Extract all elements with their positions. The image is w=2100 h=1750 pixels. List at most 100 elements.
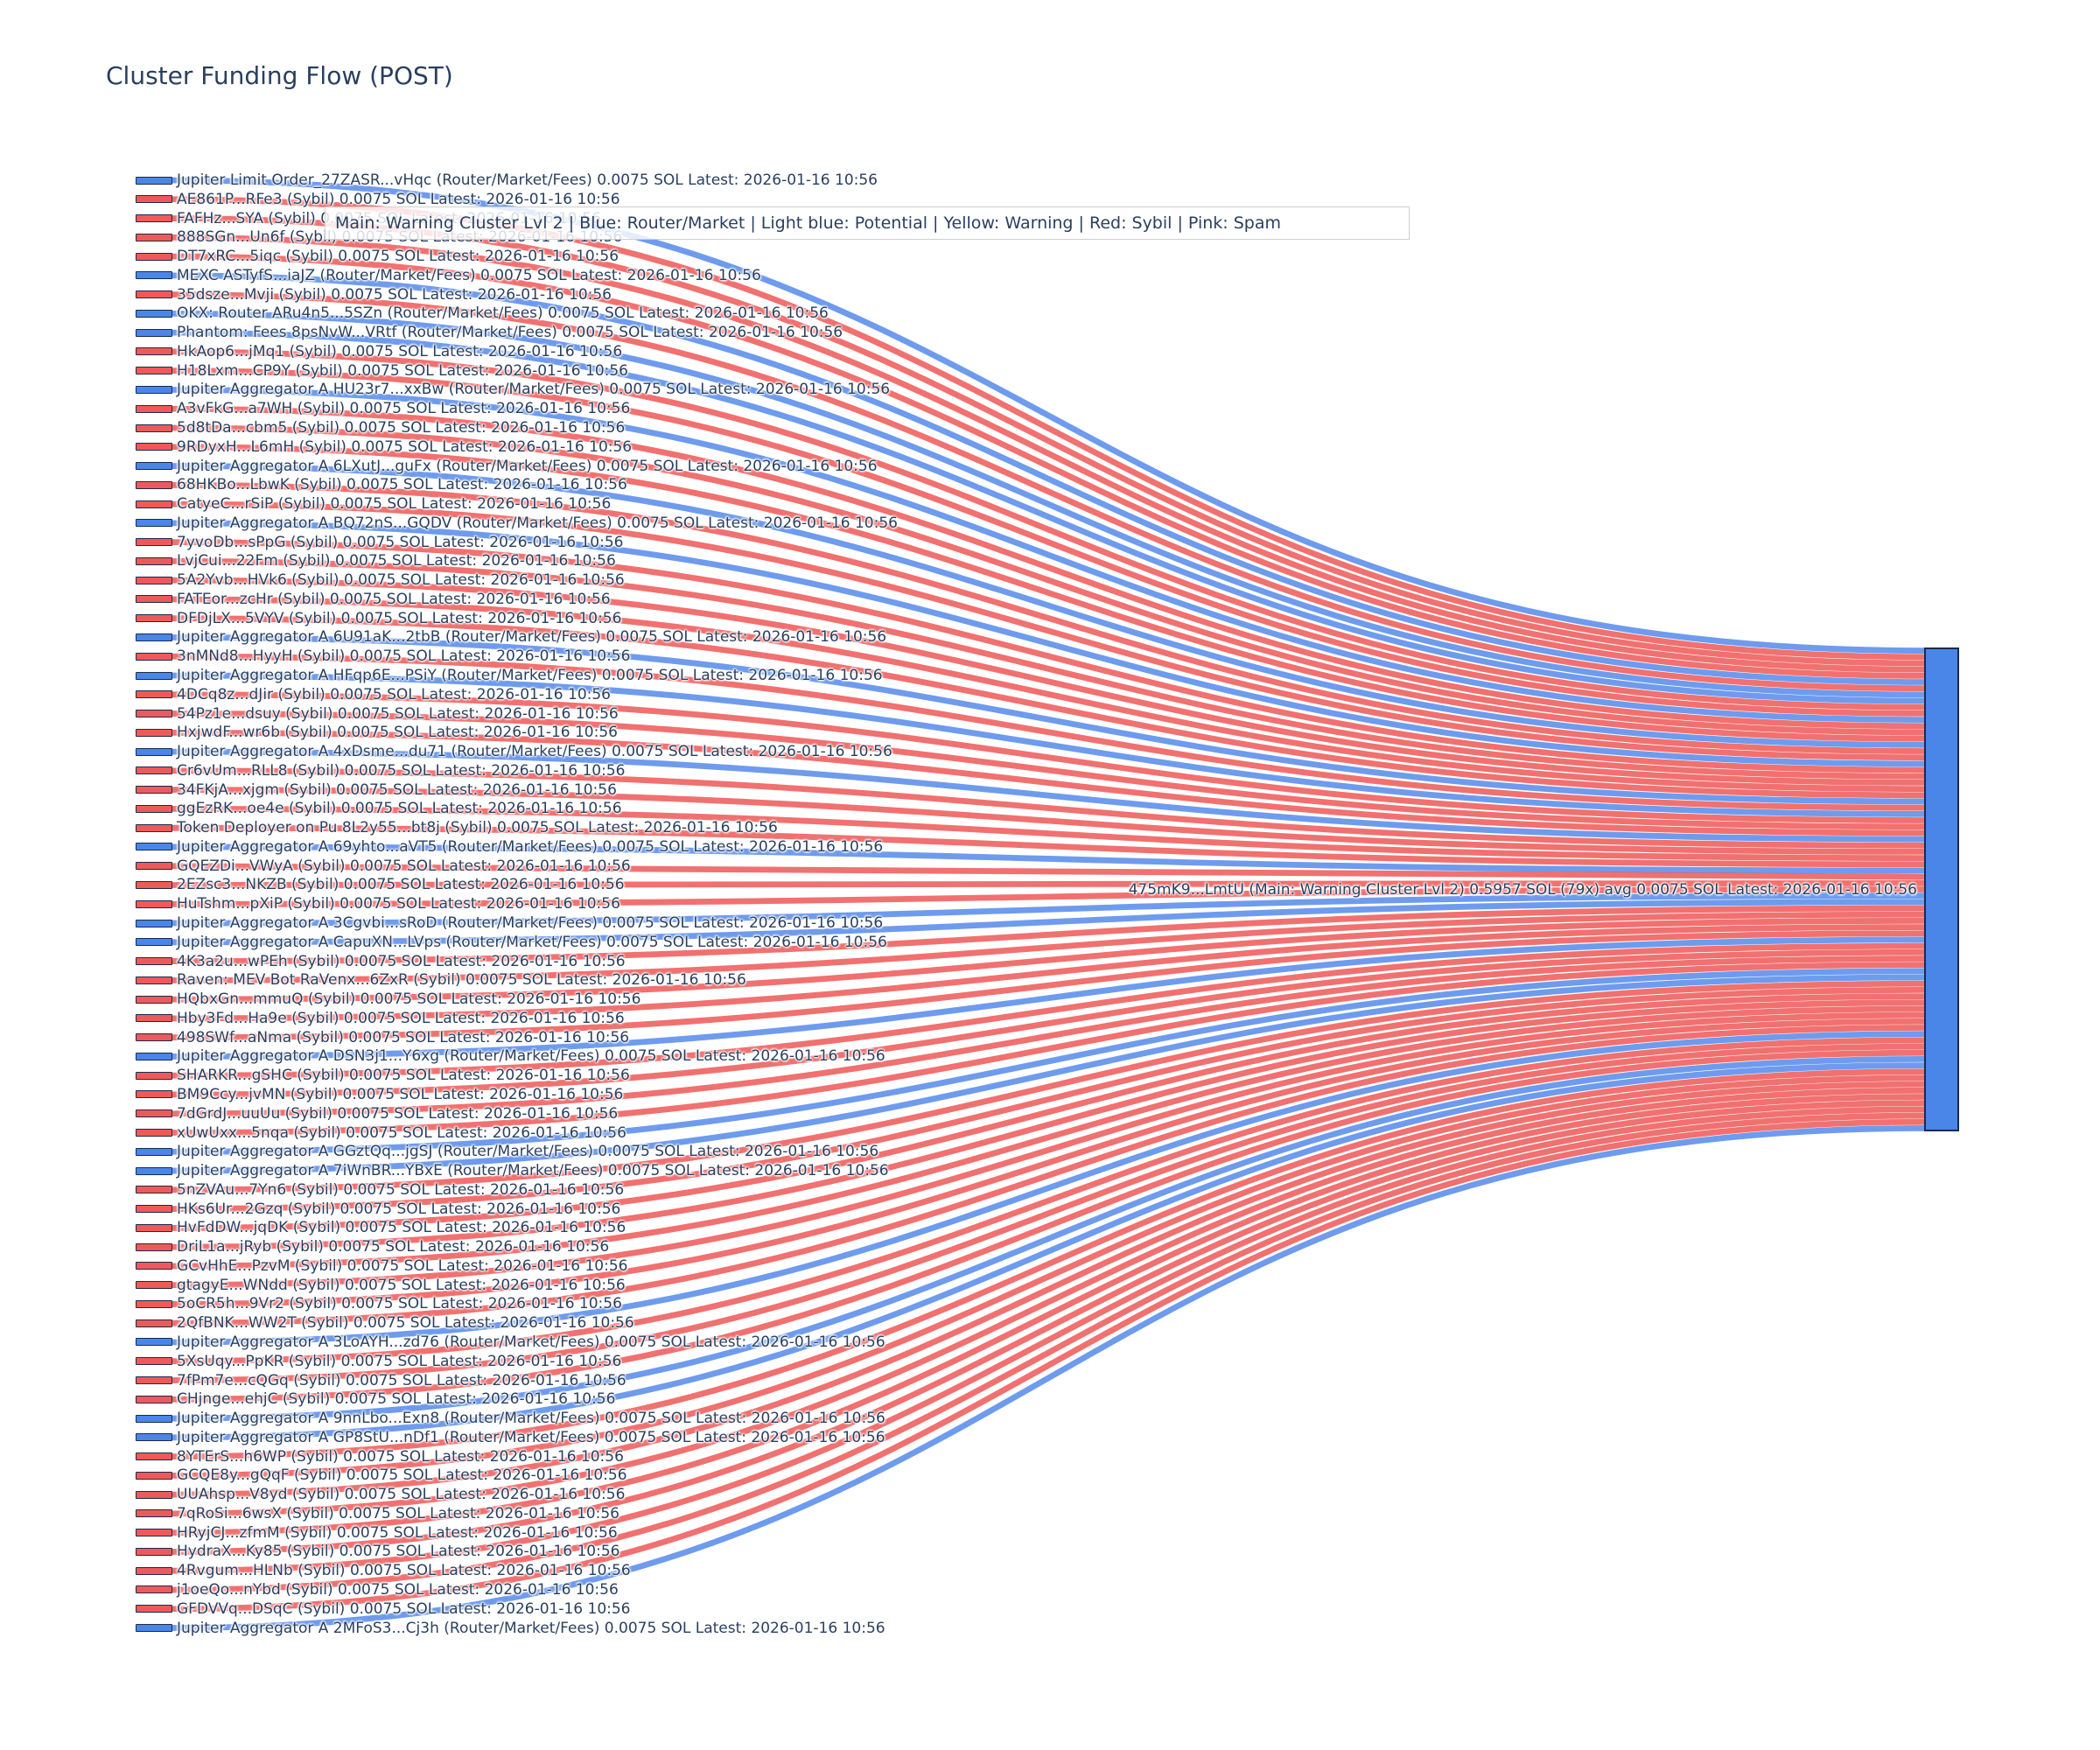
sankey-link[interactable]: [172, 424, 1925, 736]
source-node[interactable]: [136, 214, 172, 223]
source-node[interactable]: [136, 290, 172, 299]
source-node[interactable]: [136, 195, 172, 204]
sankey-link[interactable]: [172, 405, 1925, 730]
sankey-link[interactable]: [172, 1074, 1925, 1479]
source-node[interactable]: [136, 309, 172, 318]
sankey-link[interactable]: [172, 905, 1925, 964]
source-node[interactable]: [136, 1147, 172, 1156]
sankey-link[interactable]: [172, 936, 1925, 1060]
sankey-link[interactable]: [172, 1068, 1925, 1460]
sankey-link[interactable]: [172, 892, 1925, 927]
sankey-link[interactable]: [172, 539, 1925, 774]
sankey-link[interactable]: [172, 1118, 1925, 1613]
source-node[interactable]: [136, 1090, 172, 1099]
sankey-link[interactable]: [172, 948, 1925, 1098]
source-node[interactable]: [136, 424, 172, 432]
sankey-link[interactable]: [172, 691, 1925, 823]
source-node[interactable]: [136, 576, 172, 584]
sankey-link[interactable]: [172, 980, 1925, 1194]
sankey-link[interactable]: [172, 1031, 1925, 1346]
sankey-link[interactable]: [172, 596, 1925, 792]
source-node[interactable]: [136, 1033, 172, 1042]
sankey-link[interactable]: [172, 879, 1925, 888]
sankey-link[interactable]: [172, 1100, 1925, 1555]
source-node[interactable]: [136, 1110, 172, 1118]
source-node[interactable]: [136, 1529, 172, 1537]
sankey-link[interactable]: [172, 234, 1925, 673]
source-node[interactable]: [136, 538, 172, 547]
source-node[interactable]: [136, 462, 172, 471]
sankey-link[interactable]: [172, 272, 1925, 685]
source-node[interactable]: [136, 1129, 172, 1137]
sankey-link[interactable]: [172, 710, 1925, 830]
source-node[interactable]: [136, 843, 172, 851]
source-node[interactable]: [136, 1205, 172, 1214]
source-node[interactable]: [136, 919, 172, 928]
sankey-link[interactable]: [172, 787, 1925, 855]
sankey-link[interactable]: [172, 930, 1925, 1041]
sankey-link[interactable]: [172, 729, 1925, 836]
sankey-link[interactable]: [172, 463, 1925, 748]
source-node[interactable]: [136, 404, 172, 413]
source-node[interactable]: [136, 614, 172, 623]
sankey-link[interactable]: [172, 481, 1925, 754]
source-node[interactable]: [136, 1242, 172, 1251]
source-node[interactable]: [136, 595, 172, 604]
source-node[interactable]: [136, 1414, 172, 1423]
source-node[interactable]: [136, 1624, 172, 1633]
sankey-link[interactable]: [172, 387, 1925, 723]
source-node[interactable]: [136, 804, 172, 813]
source-node[interactable]: [136, 252, 172, 261]
sankey-link[interactable]: [172, 615, 1925, 799]
sankey-link[interactable]: [172, 924, 1925, 1022]
sankey-link[interactable]: [172, 1005, 1925, 1270]
source-node[interactable]: [136, 500, 172, 508]
source-node[interactable]: [136, 747, 172, 756]
source-node[interactable]: [136, 1376, 172, 1384]
source-node[interactable]: [136, 1547, 172, 1556]
source-node[interactable]: [136, 690, 172, 699]
sankey-link[interactable]: [172, 987, 1925, 1212]
sankey-link[interactable]: [172, 310, 1925, 698]
source-node[interactable]: [136, 519, 172, 528]
source-node[interactable]: [136, 556, 172, 565]
source-node[interactable]: [136, 1566, 172, 1575]
sankey-link[interactable]: [172, 918, 1925, 1003]
source-node[interactable]: [136, 671, 172, 680]
source-node[interactable]: [136, 1071, 172, 1080]
source-node[interactable]: [136, 1052, 172, 1060]
source-node[interactable]: [136, 1299, 172, 1308]
source-node[interactable]: [136, 957, 172, 966]
source-node[interactable]: [136, 995, 172, 1004]
sankey-link[interactable]: [172, 968, 1925, 1155]
source-node[interactable]: [136, 1605, 172, 1614]
source-node[interactable]: [136, 385, 172, 394]
sankey-link[interactable]: [172, 824, 1925, 868]
source-node[interactable]: [136, 823, 172, 832]
sankey-link[interactable]: [172, 558, 1925, 780]
sankey-link[interactable]: [172, 911, 1925, 984]
sankey-link[interactable]: [172, 500, 1925, 761]
sankey-link[interactable]: [172, 942, 1925, 1079]
source-node[interactable]: [136, 766, 172, 775]
source-node[interactable]: [136, 1223, 172, 1232]
source-node[interactable]: [136, 862, 172, 871]
sankey-link[interactable]: [172, 844, 1925, 874]
source-node[interactable]: [136, 1471, 172, 1480]
sankey-link[interactable]: [172, 1094, 1925, 1536]
source-node[interactable]: [136, 1586, 172, 1594]
sankey-link[interactable]: [172, 520, 1925, 767]
sankey-link[interactable]: [172, 1087, 1925, 1517]
sankey-link[interactable]: [172, 1056, 1925, 1422]
source-node[interactable]: [136, 938, 172, 947]
source-node[interactable]: [136, 1166, 172, 1175]
source-node[interactable]: [136, 1433, 172, 1442]
sankey-link[interactable]: [172, 962, 1925, 1136]
source-node[interactable]: [136, 900, 172, 908]
sankey-link[interactable]: [172, 1062, 1925, 1441]
source-node[interactable]: [136, 976, 172, 984]
source-node[interactable]: [136, 271, 172, 280]
source-node[interactable]: [136, 652, 172, 661]
sankey-link[interactable]: [172, 1049, 1925, 1403]
source-node[interactable]: [136, 367, 172, 375]
